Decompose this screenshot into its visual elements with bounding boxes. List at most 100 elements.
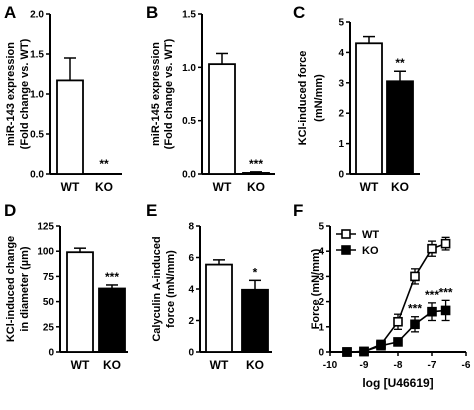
significance-label: **	[395, 56, 405, 70]
y-axis-label: Calyculin A-induced	[151, 236, 163, 341]
y-tick-label: 0.5	[30, 130, 44, 141]
y-axis-label: Force (mN/mm)	[310, 248, 322, 329]
x-tick-label: -8	[394, 360, 403, 371]
y-tick-label: 1.0	[30, 90, 44, 101]
bar-wt	[205, 263, 233, 353]
data-point	[427, 243, 437, 254]
y-tick-label: 75	[43, 272, 55, 283]
category-label: KO	[391, 180, 409, 194]
significance-label: *	[253, 265, 258, 279]
y-tick-label: 0	[318, 348, 324, 359]
data-point	[440, 305, 451, 316]
y-axis-label: force (mN/mm)	[165, 250, 177, 328]
y-tick-label: 2	[338, 109, 344, 120]
panel-e: E 0 2 4 6 8 Calyculin A-induced force (mN/mm) WT…	[146, 201, 272, 372]
panel-d: D 0 25 50 75 100 125 KCl-induced change in diame…	[4, 201, 128, 372]
y-tick-label: 1.5	[182, 10, 196, 21]
x-tick-label: -6	[462, 360, 471, 371]
y-tick-label: 3	[338, 78, 344, 89]
y-tick-label: 0	[188, 348, 194, 359]
y-axis-label: KCl-induced change	[5, 236, 17, 342]
y-axis-label: miR-145 expression	[150, 42, 162, 146]
y-axis-label: miR-143 expression	[5, 42, 17, 146]
legend-marker	[341, 229, 351, 239]
y-tick-label: 125	[37, 222, 54, 233]
x-tick-label: -7	[428, 360, 437, 371]
y-tick-label: 0.0	[30, 170, 44, 181]
data-point	[440, 238, 451, 249]
panel-label: B	[146, 3, 158, 22]
y-tick-label: 8	[188, 222, 194, 233]
category-label: WT	[213, 180, 232, 194]
panel-label: E	[146, 201, 157, 220]
y-tick-label: 2.0	[30, 10, 44, 21]
bar-wt	[66, 251, 94, 353]
category-label: KO	[247, 180, 265, 194]
y-tick-label: 2	[188, 316, 194, 327]
bar-ko	[241, 288, 269, 353]
y-tick-label: 25	[43, 322, 55, 333]
y-tick-label: 6	[188, 253, 194, 264]
y-tick-label: 1	[318, 322, 324, 333]
significance-label: ***	[105, 270, 119, 284]
bar-wt	[208, 63, 236, 175]
y-tick-label: 0	[338, 170, 344, 181]
bar-wt	[355, 42, 383, 175]
panel-c: C 0 1 2 3 4 5 KCl-induced force (mN/mm) WT KO **	[293, 3, 420, 194]
y-tick-label: 5	[318, 222, 324, 233]
significance-label: ***	[439, 285, 453, 299]
panel-b: B 0.0 0.5 1.0 1.5 miR-145 expression (Fold cha…	[146, 3, 275, 194]
significance-label: ***	[425, 288, 439, 302]
y-tick-label: 1	[338, 139, 344, 150]
y-tick-label: 2	[318, 297, 324, 308]
panel-label: D	[4, 201, 16, 220]
significance-label: ***	[249, 157, 263, 171]
bar-ko	[98, 287, 126, 353]
y-axis-label: (Fold change vs. WT)	[163, 38, 175, 149]
y-tick-label: 4	[318, 247, 324, 258]
significance-label: **	[99, 157, 109, 171]
data-point	[342, 347, 352, 357]
y-tick-label: 1.5	[30, 50, 44, 61]
category-label: WT	[210, 358, 229, 372]
category-label: WT	[360, 180, 379, 194]
y-tick-label: 5	[338, 18, 344, 29]
x-tick-label: -10	[323, 360, 338, 371]
panel-label: F	[293, 201, 303, 220]
panel-f: F 0 1 2 3 4 5 Force (mN/mm) -10 -9 -8 -7 -6 log [U466…	[293, 201, 471, 390]
y-tick-label: 0.5	[182, 116, 196, 127]
y-tick-label: 1.0	[182, 63, 196, 74]
series-ko: KO	[336, 245, 451, 357]
data-point	[393, 316, 403, 327]
y-tick-label: 0.0	[182, 170, 196, 181]
y-tick-label: 3	[318, 272, 324, 283]
legend-label: WT	[362, 229, 379, 241]
bar-wt	[56, 79, 84, 175]
category-label: WT	[71, 358, 90, 372]
category-label: KO	[95, 180, 113, 194]
data-point	[427, 306, 437, 317]
x-tick-label: -9	[360, 360, 369, 371]
y-tick-label: 50	[43, 297, 55, 308]
panel-a: A 0.0 0.5 1.0 1.5 2.0 miR-143 expression (Fold …	[4, 3, 122, 194]
y-axis-label: (mN/mm)	[313, 74, 325, 122]
panel-label: A	[4, 3, 16, 22]
panel-label: C	[293, 3, 305, 22]
x-axis-label: log [U46619]	[362, 376, 433, 390]
y-tick-label: 100	[37, 247, 54, 258]
bar-ko	[386, 80, 414, 175]
data-point	[376, 340, 386, 351]
category-label: KO	[103, 358, 121, 372]
data-point	[359, 346, 369, 357]
y-axis-label: (Fold change vs. WT)	[19, 38, 31, 149]
data-point	[393, 337, 403, 347]
significance-label: ***	[408, 302, 422, 316]
bar-ko	[242, 172, 270, 175]
data-point	[410, 319, 420, 330]
category-label: WT	[61, 180, 80, 194]
y-tick-label: 4	[338, 48, 344, 59]
legend-marker	[341, 245, 351, 255]
y-tick-label: 0	[48, 348, 54, 359]
y-axis-label: KCl-induced force	[297, 51, 309, 146]
